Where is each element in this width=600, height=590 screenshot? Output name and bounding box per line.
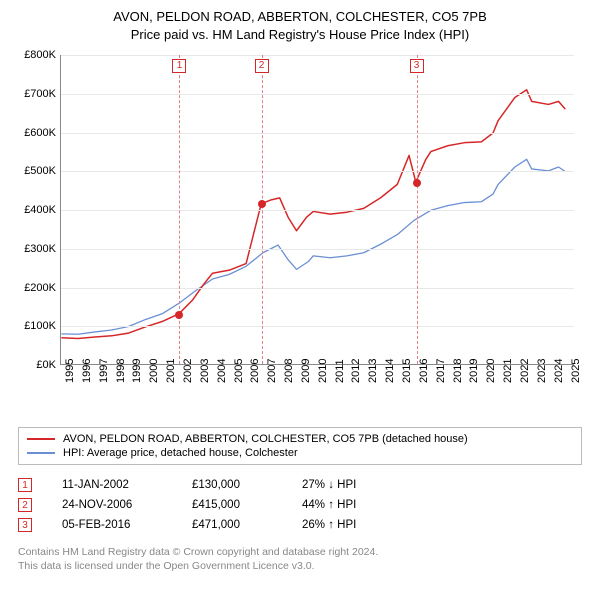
footer-attribution: Contains HM Land Registry data © Crown c…	[18, 545, 582, 573]
legend-box: AVON, PELDON ROAD, ABBERTON, COLCHESTER,…	[18, 427, 582, 465]
gridline-horizontal	[61, 249, 574, 250]
event-vertical-line	[417, 55, 418, 364]
sale-delta: 27% ↓ HPI	[302, 479, 356, 491]
y-axis-label: £700K	[18, 88, 56, 100]
gridline-horizontal	[61, 133, 574, 134]
x-axis-label: 2003	[199, 359, 211, 383]
x-axis-label: 2013	[367, 359, 379, 383]
sale-dot	[413, 179, 421, 187]
x-axis-label: 2016	[418, 359, 430, 383]
x-axis-label: 2000	[148, 359, 160, 383]
sale-price: £130,000	[192, 479, 282, 491]
event-vertical-line	[262, 55, 263, 364]
x-axis-label: 2021	[502, 359, 514, 383]
x-axis-label: 2019	[468, 359, 480, 383]
x-axis-label: 2005	[233, 359, 245, 383]
x-axis-label: 2007	[266, 359, 278, 383]
x-axis-label: 2001	[165, 359, 177, 383]
gridline-horizontal	[61, 288, 574, 289]
gridline-horizontal	[61, 326, 574, 327]
y-axis-label: £800K	[18, 49, 56, 61]
x-axis-label: 2018	[452, 359, 464, 383]
gridline-horizontal	[61, 94, 574, 95]
title-line-1: AVON, PELDON ROAD, ABBERTON, COLCHESTER,…	[18, 8, 582, 26]
series-line	[61, 90, 565, 339]
chart-container: AVON, PELDON ROAD, ABBERTON, COLCHESTER,…	[0, 0, 600, 581]
x-axis-label: 2011	[334, 359, 346, 383]
x-axis-label: 2010	[317, 359, 329, 383]
x-axis-label: 2025	[570, 359, 582, 383]
x-axis-label: 2022	[519, 359, 531, 383]
sale-price: £415,000	[192, 499, 282, 511]
x-axis-label: 2009	[300, 359, 312, 383]
title-line-2: Price paid vs. HM Land Registry's House …	[18, 26, 582, 44]
legend-label-property: AVON, PELDON ROAD, ABBERTON, COLCHESTER,…	[63, 433, 468, 445]
sale-price: £471,000	[192, 519, 282, 531]
gridline-horizontal	[61, 210, 574, 211]
sale-delta: 44% ↑ HPI	[302, 499, 356, 511]
legend-item-property: AVON, PELDON ROAD, ABBERTON, COLCHESTER,…	[27, 432, 573, 446]
x-axis-label: 2014	[384, 359, 396, 383]
x-axis-label: 1996	[81, 359, 93, 383]
sale-dot	[175, 311, 183, 319]
y-axis-label: £600K	[18, 127, 56, 139]
x-axis-label: 2023	[536, 359, 548, 383]
sale-date: 05-FEB-2016	[62, 519, 172, 531]
x-axis-label: 2012	[350, 359, 362, 383]
footer-line-2: This data is licensed under the Open Gov…	[18, 559, 582, 573]
footer-line-1: Contains HM Land Registry data © Crown c…	[18, 545, 582, 559]
legend-label-hpi: HPI: Average price, detached house, Colc…	[63, 447, 298, 459]
gridline-horizontal	[61, 55, 574, 56]
sale-row: 3 05-FEB-2016 £471,000 26% ↑ HPI	[18, 515, 582, 535]
sale-index-badge: 3	[18, 518, 32, 532]
y-axis-label: £500K	[18, 165, 56, 177]
y-axis-label: £200K	[18, 282, 56, 294]
chart-title: AVON, PELDON ROAD, ABBERTON, COLCHESTER,…	[18, 8, 582, 43]
sale-dot	[258, 200, 266, 208]
x-axis-label: 2006	[249, 359, 261, 383]
x-axis-label: 2004	[216, 359, 228, 383]
gridline-horizontal	[61, 171, 574, 172]
x-axis-label: 1997	[98, 359, 110, 383]
y-axis-label: £300K	[18, 243, 56, 255]
sales-table: 1 11-JAN-2002 £130,000 27% ↓ HPI 2 24-NOV-200…	[18, 475, 582, 535]
x-axis-label: 1995	[64, 359, 76, 383]
event-marker-1: 1	[172, 59, 186, 73]
sale-index-badge: 1	[18, 478, 32, 492]
y-axis-label: £100K	[18, 320, 56, 332]
x-axis-label: 2008	[283, 359, 295, 383]
x-axis-label: 2002	[182, 359, 194, 383]
x-axis-label: 2015	[401, 359, 413, 383]
x-axis-label: 2024	[553, 359, 565, 383]
x-axis-label: 1999	[131, 359, 143, 383]
event-marker-2: 2	[255, 59, 269, 73]
y-axis-label: £0K	[18, 359, 56, 371]
sale-delta: 26% ↑ HPI	[302, 519, 356, 531]
event-marker-3: 3	[410, 59, 424, 73]
plot-region: 1 2 3	[60, 55, 574, 365]
y-axis-label: £400K	[18, 204, 56, 216]
chart-area: £0K £100K £200K £300K £400K £500K £600K £700K £8…	[18, 49, 582, 419]
x-axis-label: 2020	[485, 359, 497, 383]
legend-swatch-property	[27, 438, 55, 440]
sale-index-badge: 2	[18, 498, 32, 512]
x-axis-label: 2017	[435, 359, 447, 383]
x-axis-label: 1998	[115, 359, 127, 383]
legend-item-hpi: HPI: Average price, detached house, Colc…	[27, 446, 573, 460]
sale-date: 24-NOV-2006	[62, 499, 172, 511]
legend-swatch-hpi	[27, 452, 55, 454]
sale-date: 11-JAN-2002	[62, 479, 172, 491]
sale-row: 1 11-JAN-2002 £130,000 27% ↓ HPI	[18, 475, 582, 495]
sale-row: 2 24-NOV-2006 £415,000 44% ↑ HPI	[18, 495, 582, 515]
series-line	[61, 159, 565, 334]
